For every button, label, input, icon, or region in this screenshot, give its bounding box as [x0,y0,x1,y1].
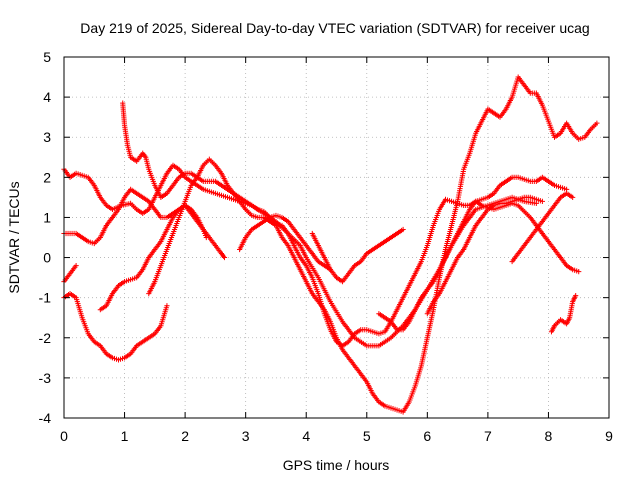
y-tick-label: 4 [43,89,51,105]
x-tick-label: 6 [423,428,431,444]
data-point [539,198,545,204]
series-11 [424,194,545,317]
x-tick-label: 5 [363,428,371,444]
series-9 [309,230,334,273]
data-point [573,293,579,299]
series-8 [237,212,406,285]
series-13 [548,293,579,335]
chart-title: Day 219 of 2025, Sidereal Day-to-day VTE… [80,20,589,36]
x-tick-label: 2 [181,428,189,444]
axis-ticks: 0 1 2 3 4 5 6 7 8 9 -4 -3 -2 -1 0 1 2 3 4 5 [39,49,614,444]
series-12 [509,190,576,265]
x-tick-label: 4 [302,428,310,444]
x-axis-label: GPS time / hours [283,457,390,473]
x-tick-label: 8 [545,428,553,444]
data-point [576,268,582,275]
data-point [164,303,170,309]
data-point [400,226,406,233]
y-tick-label: 0 [43,250,51,266]
y-axis-label: SDTVAR / TECUs [6,181,22,293]
data-point [570,194,576,200]
y-tick-label: 1 [43,209,51,225]
data-point [327,266,334,273]
series-5 [97,202,209,313]
x-tick-label: 9 [605,428,613,444]
data-point [221,254,228,261]
data-series [61,74,600,415]
series-2 [61,186,228,261]
plot-frame [63,56,610,419]
series-6 [120,74,600,415]
y-tick-label: -3 [39,370,52,386]
y-tick-label: -2 [39,330,52,346]
series-4 [61,291,170,363]
series-7 [146,156,570,349]
y-tick-label: -1 [39,290,52,306]
x-tick-label: 3 [242,428,250,444]
x-tick-label: 7 [484,428,492,444]
series-trace [148,158,567,347]
data-point [73,262,79,269]
grid [64,57,609,418]
y-tick-label: -4 [39,410,52,426]
y-tick-label: 3 [43,129,51,145]
data-point [594,120,600,126]
x-tick-label: 1 [121,428,129,444]
data-point [203,234,209,241]
y-tick-label: 2 [43,169,51,185]
x-tick-label: 0 [60,428,68,444]
y-tick-label: 5 [43,49,51,65]
